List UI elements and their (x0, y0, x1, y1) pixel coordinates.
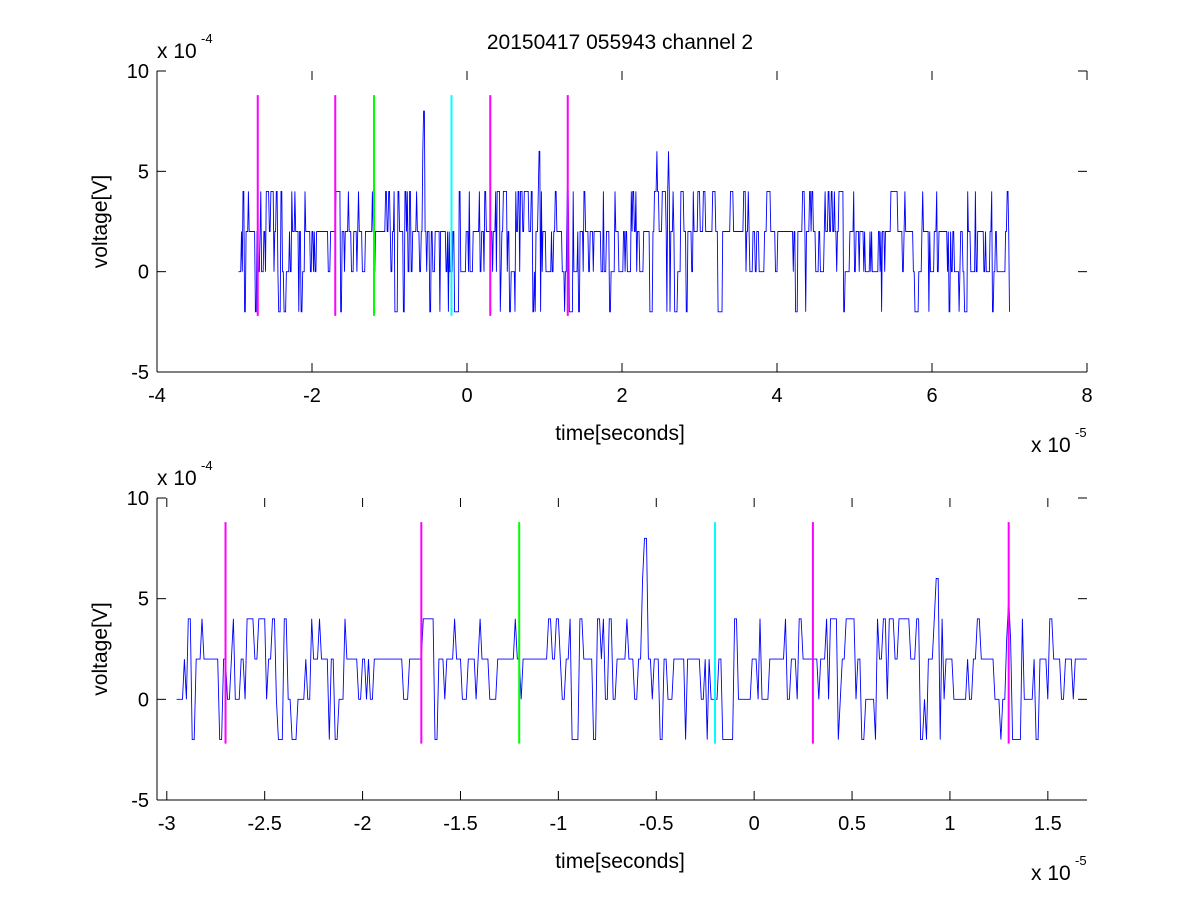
x-tick-label: -1.5 (443, 813, 477, 835)
x-tick-label: 0 (461, 385, 472, 407)
x-tick-label: 0.5 (838, 813, 866, 835)
x-tick-label: -3 (158, 813, 176, 835)
signal-trace (238, 110, 1010, 313)
x-tick-label: 2 (616, 385, 627, 407)
x-tick-label: -2 (303, 385, 321, 407)
x-tick-label: 8 (1081, 385, 1092, 407)
y-tick-label: 5 (138, 161, 149, 183)
x-tick-label: 1.5 (1034, 813, 1062, 835)
x-tick-label: -1 (549, 813, 567, 835)
figure-title: 20150417 055943 channel 2 (487, 31, 753, 54)
y-tick-label: 10 (127, 488, 149, 510)
x-tick-label: -2 (354, 813, 372, 835)
x-multiplier-base: x 10 (1031, 434, 1071, 457)
x-tick-label: 0 (749, 813, 760, 835)
x-tick-label: -4 (148, 385, 166, 407)
y-tick-label: 5 (138, 589, 149, 611)
x-tick-label: 4 (771, 385, 782, 407)
top-plot: -4 -2 0 2 4 6 8 -5 0 5 10 time[seconds] voltage[V] x … (89, 31, 1093, 457)
x-multiplier-base: x 10 (1031, 862, 1071, 885)
y-tick-label: -5 (131, 790, 149, 812)
x-tick-label: 1 (944, 813, 955, 835)
signal-trace (176, 537, 1087, 741)
x-tick-label: -0.5 (639, 813, 673, 835)
y-tick-label: 0 (138, 689, 149, 711)
x-multiplier-exponent: -5 (1075, 425, 1087, 440)
y-tick-label: -5 (131, 362, 149, 384)
y-multiplier-exponent: -4 (201, 31, 213, 46)
y-tick-label: 10 (127, 61, 149, 83)
x-tick-label: 6 (926, 385, 937, 407)
x-tick-label: -2.5 (247, 813, 281, 835)
y-multiplier-base: x 10 (157, 40, 197, 63)
y-axis-label: voltage[V] (89, 602, 112, 695)
x-multiplier-exponent: -5 (1075, 853, 1087, 868)
y-axis-label: voltage[V] (89, 175, 112, 268)
x-axis-label: time[seconds] (555, 850, 685, 873)
x-axis-label: time[seconds] (555, 422, 685, 445)
y-tick-label: 0 (138, 262, 149, 284)
y-multiplier-base: x 10 (157, 467, 197, 490)
y-multiplier-exponent: -4 (201, 458, 213, 473)
bottom-plot: -3 -2.5 -2 -1.5 -1 -0.5 0 0.5 1 1.5 -5 0 5 10 time[sec… (89, 458, 1087, 885)
